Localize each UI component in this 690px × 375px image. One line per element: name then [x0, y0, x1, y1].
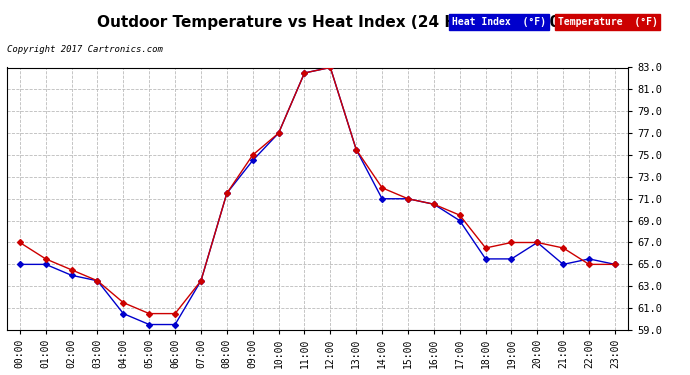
Text: Copyright 2017 Cartronics.com: Copyright 2017 Cartronics.com: [7, 45, 163, 54]
Text: Temperature  (°F): Temperature (°F): [558, 17, 658, 27]
Text: Heat Index  (°F): Heat Index (°F): [452, 17, 546, 27]
Text: Outdoor Temperature vs Heat Index (24 Hours) 20170702: Outdoor Temperature vs Heat Index (24 Ho…: [97, 15, 593, 30]
